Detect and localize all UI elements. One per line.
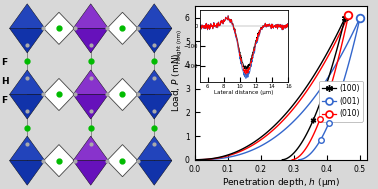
Polygon shape (136, 28, 172, 53)
Text: H: H (2, 77, 9, 86)
Polygon shape (136, 161, 172, 185)
Polygon shape (136, 136, 172, 161)
Polygon shape (107, 78, 138, 111)
Polygon shape (73, 94, 108, 119)
Polygon shape (107, 12, 138, 44)
Legend: (100), (001), (010): (100), (001), (010) (319, 81, 363, 122)
Polygon shape (9, 4, 45, 28)
Polygon shape (43, 12, 74, 44)
Polygon shape (9, 136, 45, 161)
Polygon shape (136, 4, 172, 28)
Polygon shape (43, 145, 74, 177)
Polygon shape (73, 4, 108, 28)
Polygon shape (107, 145, 138, 177)
Polygon shape (73, 161, 108, 185)
Text: F: F (2, 96, 8, 105)
Polygon shape (9, 161, 45, 185)
Polygon shape (9, 28, 45, 53)
Polygon shape (73, 28, 108, 53)
Y-axis label: Load, $P$ (mN): Load, $P$ (mN) (170, 53, 182, 112)
Polygon shape (73, 70, 108, 94)
Polygon shape (73, 136, 108, 161)
X-axis label: Lateral distance (μm): Lateral distance (μm) (214, 90, 274, 95)
Polygon shape (9, 94, 45, 119)
Y-axis label: Height (nm): Height (nm) (177, 30, 182, 63)
Polygon shape (9, 70, 45, 94)
Text: F: F (2, 58, 8, 67)
Polygon shape (136, 70, 172, 94)
Polygon shape (43, 78, 74, 111)
Polygon shape (136, 94, 172, 119)
X-axis label: Penetration depth, $h$ (μm): Penetration depth, $h$ (μm) (222, 176, 340, 189)
